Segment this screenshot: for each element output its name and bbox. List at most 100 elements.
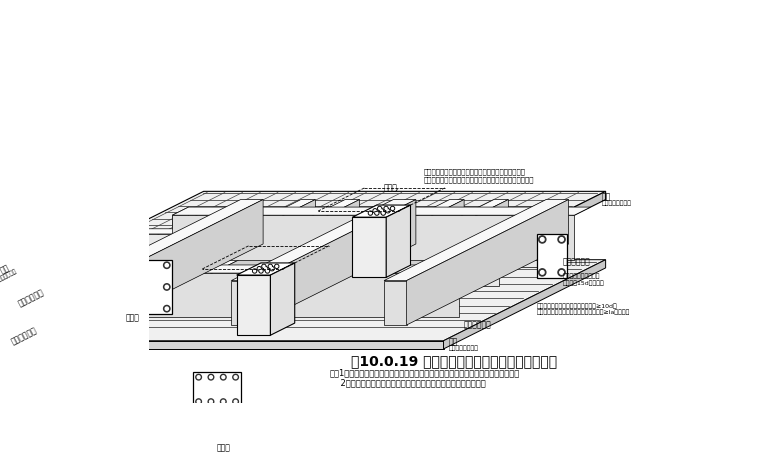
Circle shape — [260, 270, 262, 272]
Polygon shape — [42, 272, 444, 280]
Circle shape — [265, 269, 270, 273]
Polygon shape — [78, 280, 101, 325]
Polygon shape — [135, 229, 547, 234]
Circle shape — [369, 211, 372, 215]
Polygon shape — [135, 234, 537, 267]
Polygon shape — [444, 192, 606, 280]
Bar — [134, 260, 173, 314]
Circle shape — [234, 376, 237, 378]
Polygon shape — [271, 263, 295, 335]
Polygon shape — [287, 280, 302, 314]
Polygon shape — [97, 253, 499, 286]
Circle shape — [391, 208, 394, 210]
Polygon shape — [97, 247, 107, 286]
Circle shape — [163, 262, 170, 269]
Circle shape — [379, 209, 384, 213]
Polygon shape — [56, 265, 475, 273]
Circle shape — [220, 423, 226, 429]
Polygon shape — [236, 263, 295, 275]
Text: 框架柱: 框架柱 — [125, 313, 139, 322]
Polygon shape — [173, 207, 591, 215]
Circle shape — [138, 263, 141, 267]
Circle shape — [539, 236, 546, 243]
Circle shape — [268, 264, 272, 268]
Polygon shape — [332, 280, 347, 314]
Text: 支座处楼板等钢筋在下排，且左右隔跑设置；跨中楼板
等钢筋在上排，且左右隔跑设置；并字架成次架楼板同此。: 支座处楼板等钢筋在下排，且左右隔跑设置；跨中楼板 等钢筋在上排，且左右隔跑设置；… — [423, 168, 534, 183]
Circle shape — [257, 267, 261, 271]
Polygon shape — [353, 217, 386, 277]
Circle shape — [210, 400, 212, 403]
Circle shape — [136, 284, 143, 290]
Polygon shape — [407, 200, 568, 325]
Polygon shape — [42, 260, 606, 341]
Circle shape — [369, 212, 372, 214]
Polygon shape — [302, 200, 464, 314]
Circle shape — [540, 271, 544, 274]
Circle shape — [560, 237, 563, 241]
Polygon shape — [97, 247, 509, 253]
Circle shape — [374, 210, 376, 212]
Polygon shape — [347, 200, 508, 314]
Polygon shape — [353, 205, 410, 217]
Text: 图10.0.19 主、次梁及楼板钢筋布置轴测示意图: 图10.0.19 主、次梁及楼板钢筋布置轴测示意图 — [351, 354, 558, 368]
Polygon shape — [332, 200, 508, 280]
Circle shape — [163, 306, 170, 312]
Text: （板顶与梁顶平）: （板顶与梁顶平） — [0, 268, 17, 285]
Circle shape — [136, 262, 143, 269]
Polygon shape — [173, 207, 188, 260]
Circle shape — [378, 206, 382, 210]
Circle shape — [252, 269, 257, 273]
Polygon shape — [384, 280, 407, 325]
Circle shape — [375, 211, 378, 215]
Circle shape — [196, 399, 201, 404]
Circle shape — [210, 425, 212, 428]
Circle shape — [560, 271, 563, 274]
Circle shape — [391, 206, 394, 210]
Circle shape — [233, 374, 239, 380]
Circle shape — [138, 285, 141, 289]
Circle shape — [208, 374, 214, 380]
Circle shape — [378, 208, 381, 210]
Circle shape — [138, 307, 141, 310]
Polygon shape — [42, 192, 606, 272]
Circle shape — [264, 267, 268, 271]
Circle shape — [263, 265, 264, 267]
Circle shape — [373, 209, 377, 213]
Polygon shape — [139, 200, 315, 280]
Circle shape — [165, 263, 169, 267]
Circle shape — [196, 374, 201, 380]
Circle shape — [234, 425, 237, 428]
Text: 注：1）本图仅为主、次梁和楼板钢筋布置示意图，具体构造要求及尺寸说明见详图。: 注：1）本图仅为主、次梁和楼板钢筋布置示意图，具体构造要求及尺寸说明见详图。 — [330, 368, 520, 377]
Text: 内边上平15d锚入梁内: 内边上平15d锚入梁内 — [562, 280, 604, 286]
Text: 井字梁或次梁: 井字梁或次梁 — [463, 320, 491, 329]
Circle shape — [259, 269, 263, 273]
Circle shape — [270, 267, 274, 271]
Circle shape — [382, 211, 385, 215]
Polygon shape — [444, 260, 606, 349]
Circle shape — [234, 400, 237, 403]
Text: （板底与梁底平）: （板底与梁底平） — [448, 346, 479, 351]
Bar — [193, 371, 241, 432]
Circle shape — [210, 376, 212, 378]
Text: 板底筋伸至梁外侧钢筋面向下平长度≥10d，: 板底筋伸至梁外侧钢筋面向下平长度≥10d， — [537, 303, 617, 309]
Circle shape — [271, 268, 273, 270]
Polygon shape — [101, 200, 263, 325]
Circle shape — [165, 307, 169, 310]
Polygon shape — [78, 200, 263, 280]
Circle shape — [385, 208, 387, 210]
Text: 板底筋伸至梁外侧钢筋: 板底筋伸至梁外侧钢筋 — [562, 273, 600, 279]
Polygon shape — [183, 280, 198, 314]
Polygon shape — [173, 215, 575, 260]
Polygon shape — [384, 200, 568, 280]
Circle shape — [269, 265, 271, 267]
Polygon shape — [135, 229, 145, 267]
Polygon shape — [231, 280, 254, 325]
Text: 框架梁或主梁: 框架梁或主梁 — [16, 288, 45, 308]
Circle shape — [382, 212, 385, 214]
Circle shape — [386, 209, 390, 213]
Circle shape — [196, 423, 201, 429]
Circle shape — [376, 212, 378, 214]
Text: （板顶与梁顶平）: （板顶与梁顶平） — [602, 201, 632, 206]
Circle shape — [163, 284, 170, 290]
Text: 楼板: 楼板 — [0, 263, 11, 275]
